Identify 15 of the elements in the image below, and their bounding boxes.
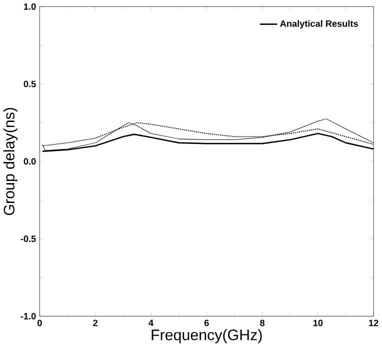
y-tick-label: -1.0 bbox=[20, 313, 36, 320]
x-tick-label: 0 bbox=[38, 320, 42, 326]
x-axis-title: Frequency(GHz) bbox=[152, 329, 262, 344]
y-tick-label: 0.5 bbox=[24, 80, 36, 88]
legend-label: Analytical Results bbox=[280, 20, 358, 29]
x-tick-label: 6 bbox=[204, 320, 209, 326]
y-tick-label: 1.0 bbox=[24, 4, 36, 10]
x-tick-label: 12 bbox=[369, 320, 378, 326]
y-tick-label: -0.5 bbox=[20, 236, 36, 242]
y-axis-title: Group delay(ns) bbox=[3, 108, 18, 216]
x-tick-label: 4 bbox=[148, 320, 154, 326]
x-tick-label: 2 bbox=[93, 320, 98, 326]
y-tick-label: 0.0 bbox=[24, 158, 36, 165]
x-tick-label: 8 bbox=[260, 320, 265, 326]
x-tick-label: 10 bbox=[313, 320, 323, 326]
